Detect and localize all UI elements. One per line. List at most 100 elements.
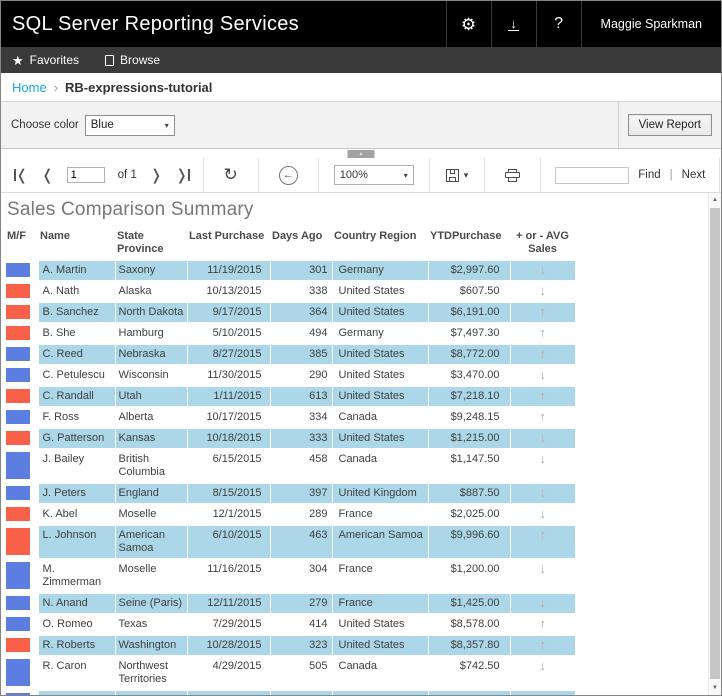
refresh-button[interactable]: ↻ [204,158,258,192]
country-cell: American Samoa [331,525,428,560]
days-ago-cell: 385 [269,344,332,366]
back-to-parent-button[interactable]: ← [259,158,318,192]
collapse-parameters-handle[interactable]: ▲ [347,150,375,158]
state-cell: Kansas [114,428,187,450]
table-row: K. Abel Moselle 12/1/2015 289 France $2,… [5,504,575,526]
vertical-scrollbar[interactable]: ▲ ▼ [708,193,721,695]
gender-color-swatch [6,284,30,298]
scroll-down-button[interactable]: ▼ [712,685,718,691]
breadcrumb-home-link[interactable]: Home [12,79,47,95]
state-cell: Texas [114,614,187,636]
next-link[interactable]: Next [681,169,706,181]
state-cell: Utah [114,386,187,408]
state-cell: Moselle [114,559,187,594]
days-ago-cell: 279 [269,593,332,615]
zoom-select[interactable]: 100% ▾ [333,165,414,185]
last-purchase-cell: 12/1/2015 [186,504,270,526]
export-button[interactable]: ▾ [430,158,485,192]
favorites-label: Favorites [29,53,80,67]
find-link[interactable]: Find [638,169,661,181]
mf-cell [5,407,38,429]
country-cell: United States [331,428,428,450]
ytd-purchase-cell: $6,191.00 [427,302,510,324]
name-cell: B. Sanchez [37,302,115,324]
country-cell: United States [331,281,428,303]
days-ago-cell: 440 [269,690,332,695]
view-report-button[interactable]: View Report [627,114,712,136]
country-cell: France [331,559,428,594]
country-cell: France [331,504,428,526]
find-text-input[interactable] [555,166,630,184]
parameter-splitter-strip: ▲ [1,149,721,158]
gender-color-swatch [6,617,30,631]
settings-button[interactable]: ⚙ [445,1,491,47]
gender-color-swatch [6,368,30,382]
last-page-button[interactable]: ❭ [175,167,190,184]
mf-cell [5,302,38,324]
ytd-purchase-cell: $742.50 [427,656,510,691]
name-cell: C. Reed [37,344,115,366]
gender-color-swatch [6,486,30,500]
gear-icon: ⚙ [460,14,477,34]
ytd-purchase-cell: $8,578.00 [427,614,510,636]
ytd-purchase-cell: $7,218.10 [427,386,510,408]
user-menu[interactable]: Maggie Sparkman [580,1,721,47]
help-button[interactable]: ? [535,1,581,47]
choose-color-value: Blue [90,119,114,131]
choose-color-select[interactable]: Blue ▾ [84,114,175,136]
scrollbar-thumb[interactable] [710,208,720,679]
col-header-last-purchase: Last Purchase [189,230,265,242]
table-row: C. Reed Nebraska 8/27/2015 385 United St… [5,344,575,366]
gender-color-swatch [6,326,30,340]
browse-icon [105,54,115,66]
nav-favorites[interactable]: ★ Favorites [12,53,79,67]
last-purchase-cell: 11/30/2015 [186,365,270,387]
page-number-input[interactable] [66,167,105,183]
table-row: O. Romeo Texas 7/29/2015 414 United Stat… [5,614,575,636]
toolbar-divider [257,158,259,192]
previous-page-button[interactable]: ❬ [41,167,54,184]
name-cell: J. Bailey [37,449,115,484]
country-cell: Canada [331,407,428,429]
report-title: Sales Comparison Summary [7,199,254,220]
last-purchase-cell: 10/18/2015 [186,428,270,450]
col-header-country: Country Region [334,230,417,242]
trend-arrow-icon: ↑ [509,525,575,560]
country-cell: Germany [331,261,428,282]
country-cell: United States [331,614,428,636]
first-page-button[interactable]: ❬ [14,167,29,184]
name-cell: R. Caron [37,656,115,691]
find-next-separator: | [669,169,673,181]
table-row: A. Nath Alaska 10/13/2015 338 United Sta… [5,281,575,303]
download-button[interactable]: ↓ [490,1,536,47]
last-purchase-cell: 6/15/2015 [186,449,270,484]
gender-color-swatch [6,528,30,555]
name-cell: M. Zimmerman [37,559,115,594]
name-cell: L. Johnson [37,525,115,560]
ytd-purchase-cell: $8,772.00 [427,344,510,366]
days-ago-cell: 397 [269,483,332,505]
last-purchase-cell: 7/3/2015 [186,690,270,695]
breadcrumb-current: RB-expressions-tutorial [65,79,213,95]
country-cell: Canada [331,449,428,484]
print-button[interactable] [485,158,540,192]
next-page-button[interactable]: ❭ [149,167,163,184]
ytd-purchase-cell: $887.50 [427,483,510,505]
last-purchase-cell: 7/29/2015 [186,614,270,636]
days-ago-cell: 333 [269,428,332,450]
caret-down-icon: ▾ [164,120,169,130]
col-header-ytd: YTDPurchase [430,230,502,242]
toolbar-divider [540,158,542,192]
mf-cell [5,344,38,366]
state-cell: Washington [114,635,187,657]
nav-browse[interactable]: Browse [105,53,160,67]
name-cell: A. Nath [37,281,115,303]
toolbar-divider [428,158,430,192]
days-ago-cell: 613 [269,386,332,408]
name-cell: R. Roberts [37,635,115,657]
gender-color-swatch [6,263,30,277]
ytd-purchase-cell: $5,747.25 [427,690,510,695]
scroll-up-button[interactable]: ▲ [712,197,718,203]
table-row: B. Sanchez North Dakota 9/17/2015 364 Un… [5,302,575,324]
